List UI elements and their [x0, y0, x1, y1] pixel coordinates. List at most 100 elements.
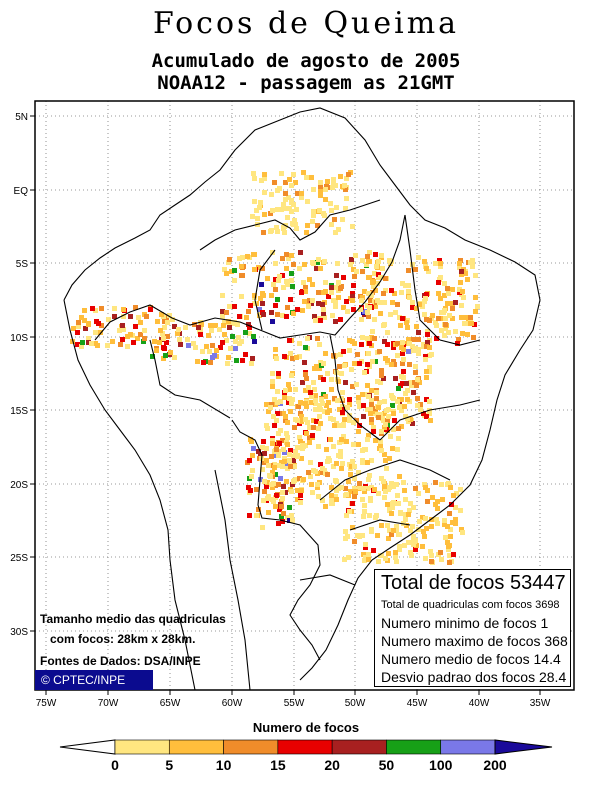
fire-cell: [247, 325, 252, 330]
fire-cell: [311, 380, 316, 385]
fire-cell: [275, 389, 280, 394]
fire-cell: [394, 524, 399, 529]
fire-cell: [392, 418, 397, 423]
fire-cell: [295, 497, 300, 502]
fire-cell: [416, 330, 421, 335]
fire-cell: [406, 349, 411, 354]
fire-cell: [316, 494, 321, 499]
fire-cell: [301, 280, 306, 285]
fire-cell: [330, 313, 335, 318]
fire-cell: [403, 391, 408, 396]
fire-cell: [392, 291, 397, 296]
fire-cell: [415, 403, 420, 408]
fire-cell: [336, 280, 341, 285]
fire-cell: [445, 482, 450, 487]
fire-cell: [286, 195, 291, 200]
fire-cell: [387, 485, 392, 490]
fire-cell: [362, 370, 367, 375]
fire-cell: [429, 524, 434, 529]
fire-cell: [457, 261, 462, 266]
fire-cell: [207, 349, 212, 354]
fire-cell: [259, 282, 264, 287]
fire-cell: [185, 337, 190, 342]
fire-cell: [316, 444, 321, 449]
fire-cell: [301, 477, 306, 482]
fire-cell: [370, 406, 375, 411]
fire-cell: [368, 298, 373, 303]
fire-cell: [443, 326, 448, 331]
fire-cell: [262, 489, 267, 494]
legend-tick-label: 15: [270, 757, 286, 773]
fire-cell: [332, 396, 337, 401]
fire-cell: [290, 397, 295, 402]
state-border-2: [404, 214, 481, 346]
fire-cell: [407, 362, 412, 367]
fire-cell: [321, 311, 326, 316]
fire-cell: [248, 303, 253, 308]
fire-cell: [86, 322, 91, 327]
fire-cell: [466, 321, 471, 326]
fire-cell: [204, 344, 209, 349]
fire-cell: [276, 431, 281, 436]
fire-cell: [346, 555, 351, 560]
fire-cell: [403, 283, 408, 288]
fire-cell: [360, 448, 365, 453]
fire-cell: [234, 358, 239, 363]
fire-cell: [399, 397, 404, 402]
fire-cell: [407, 508, 412, 513]
fire-cell: [347, 338, 352, 343]
fire-cell: [329, 485, 334, 490]
fire-cell: [325, 472, 330, 477]
fire-cell: [402, 488, 407, 493]
fire-cell: [414, 306, 419, 311]
lon-label: 45W: [407, 698, 428, 709]
fire-cell: [79, 315, 84, 320]
fire-cell: [312, 387, 317, 392]
fire-cell: [405, 416, 410, 421]
fire-cell: [424, 344, 429, 349]
fire-cell: [346, 172, 351, 177]
fire-cell: [389, 362, 394, 367]
fire-cell: [276, 521, 281, 526]
fire-cell: [260, 266, 265, 271]
fire-cell: [320, 498, 325, 503]
fire-cell: [437, 258, 442, 263]
fire-cell: [420, 544, 425, 549]
fire-cell: [247, 331, 252, 336]
fire-cell: [425, 340, 430, 345]
fire-cell: [421, 529, 426, 534]
fire-cell: [397, 315, 402, 320]
fire-cell: [201, 360, 206, 365]
fire-cell: [280, 438, 285, 443]
fire-cell: [295, 418, 300, 423]
fire-cell: [425, 488, 430, 493]
fire-cell: [406, 289, 411, 294]
fire-cell: [313, 401, 318, 406]
fire-cell: [369, 293, 374, 298]
fire-cell: [160, 331, 165, 336]
fire-cell: [266, 463, 271, 468]
fire-cell: [125, 334, 130, 339]
fire-cell: [381, 418, 386, 423]
fire-cell: [374, 396, 379, 401]
fire-cell: [279, 499, 284, 504]
fire-cell: [366, 433, 371, 438]
fire-cell: [269, 192, 274, 197]
fire-cell: [410, 524, 415, 529]
fire-cell: [305, 336, 310, 341]
fire-cell: [379, 523, 384, 528]
fire-cell: [393, 555, 398, 560]
fire-cell: [79, 344, 84, 349]
fire-cell: [438, 550, 443, 555]
fire-cell: [457, 287, 462, 292]
fire-cell: [386, 551, 391, 556]
fire-cell: [420, 515, 425, 520]
fire-cell: [328, 201, 333, 206]
legend-tick-label: 200: [483, 757, 507, 773]
fire-cell: [348, 262, 353, 267]
fire-cell: [186, 343, 191, 348]
fire-cell: [369, 458, 374, 463]
fire-cell: [362, 509, 367, 514]
fire-cell: [304, 230, 309, 235]
fire-cell: [347, 397, 352, 402]
